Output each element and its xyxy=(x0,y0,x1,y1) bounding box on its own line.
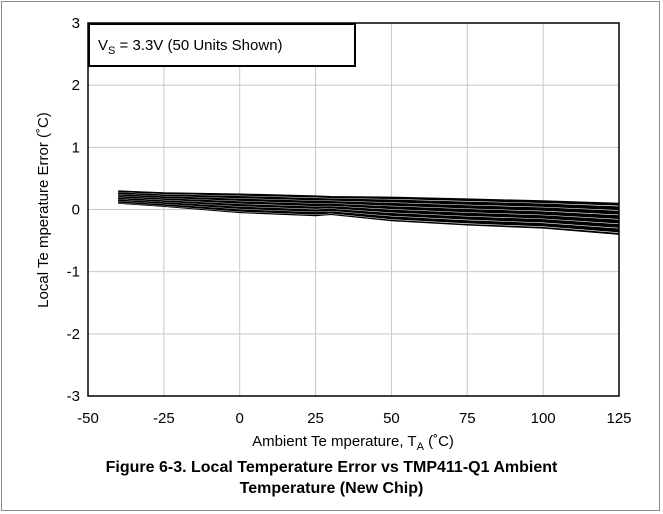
y-tick-label: 2 xyxy=(72,77,80,94)
y-tick-labels: 3 2 1 0 -1 -2 -3 xyxy=(67,15,80,405)
x-axis-label: Ambient Te mperature, TA (˚C) xyxy=(252,433,454,453)
x-tick-label: -50 xyxy=(77,410,99,427)
x-tick-label: 25 xyxy=(307,410,324,427)
x-axis-label-sub: A xyxy=(417,441,425,453)
y-tick-label: -1 xyxy=(67,264,80,281)
x-tick-label: 100 xyxy=(531,410,556,427)
x-axis-label-prefix: Ambient Te mperature, T xyxy=(252,433,417,450)
caption-line-1: Figure 6-3. Local Temperature Error vs T… xyxy=(105,459,558,476)
annotation-v: V xyxy=(98,37,108,54)
x-tick-labels: -50 -25 0 25 50 75 100 125 xyxy=(77,410,631,427)
annotation-box: VS = 3.3V (50 Units Shown) xyxy=(88,23,356,67)
y-tick-label: -2 xyxy=(67,326,80,343)
x-tick-label: 75 xyxy=(459,410,476,427)
series-line xyxy=(118,190,620,204)
y-tick-label: 3 xyxy=(72,15,80,32)
y-tick-label: 1 xyxy=(72,139,80,156)
y-tick-label: 0 xyxy=(72,202,80,219)
x-axis-label-suffix: (˚C) xyxy=(424,433,454,450)
caption-line-2: Temperature (New Chip) xyxy=(239,480,424,497)
y-axis-label: Local Te mperature Error (˚C) xyxy=(35,112,52,308)
x-tick-label: 0 xyxy=(236,410,244,427)
x-tick-label: -25 xyxy=(153,410,175,427)
x-tick-label: 50 xyxy=(383,410,400,427)
curves xyxy=(118,190,620,235)
x-tick-label: 125 xyxy=(606,410,631,427)
figure-caption: Figure 6-3. Local Temperature Error vs T… xyxy=(0,457,663,499)
annotation-sub: S xyxy=(108,45,115,57)
annotation-rest: = 3.3V (50 Units Shown) xyxy=(115,37,282,54)
y-tick-label: -3 xyxy=(67,388,80,405)
chart: -50 -25 0 25 50 75 100 125 3 2 1 0 -1 -2 -3 VS = 3.3V… xyxy=(35,15,632,453)
annotation-text: VS = 3.3V (50 Units Shown) xyxy=(98,37,283,57)
